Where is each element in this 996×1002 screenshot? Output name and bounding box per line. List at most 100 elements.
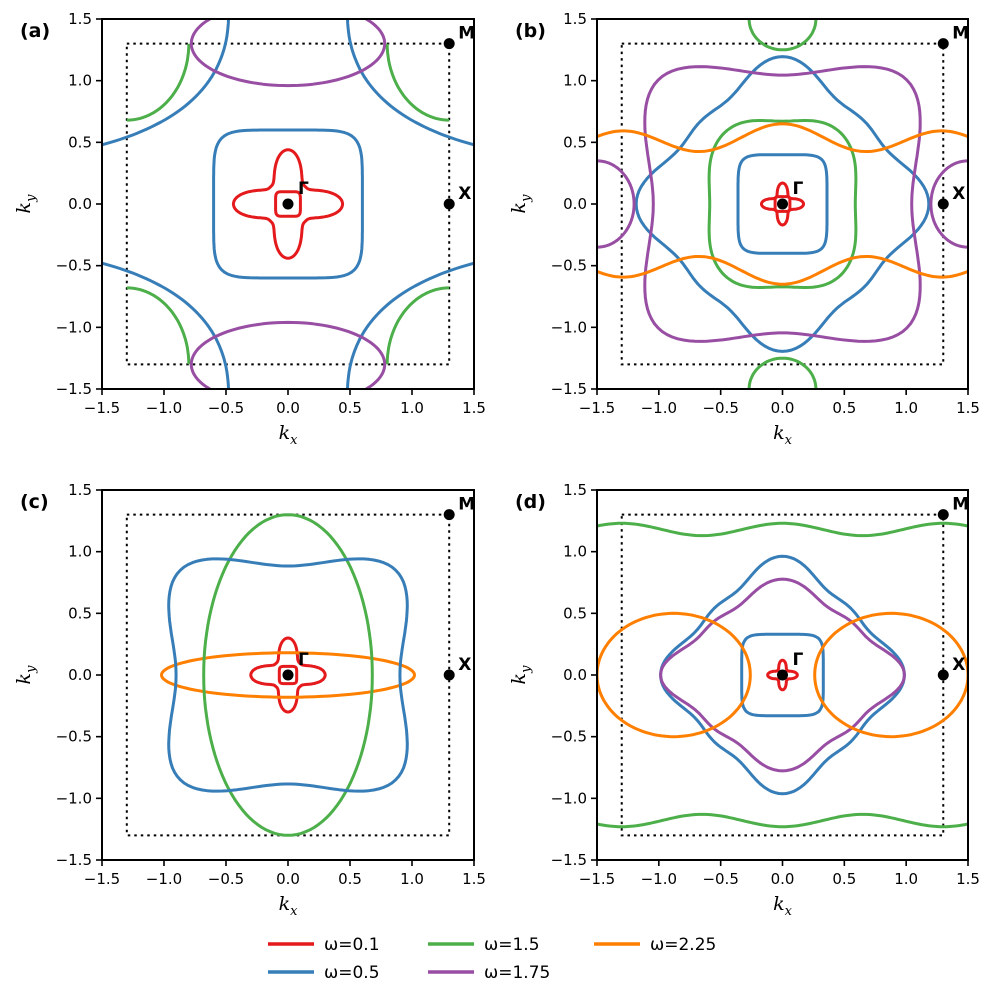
hsp-marker-m xyxy=(443,38,455,50)
legend-item-w0.1: ω=0.1 xyxy=(268,935,380,955)
y-tick-label: −0.5 xyxy=(551,728,587,746)
y-tick-label: 0.5 xyxy=(68,133,92,151)
curve-w0.5-open-line xyxy=(346,261,474,389)
panel-b: Γ X M −1.5−1.5 −1.0 −1.0 −0.5 −0.5 0.0 0.0 0.5 0.5 1… xyxy=(508,10,980,448)
legend-label: ω=1.75 xyxy=(484,963,550,983)
y-axis-label: ky xyxy=(508,194,534,214)
curve-w0.1-square xyxy=(277,664,299,686)
curve-w0.5-open-line xyxy=(102,19,230,147)
y-tick-label: 0.0 xyxy=(68,195,92,213)
curve-w0.1-star xyxy=(760,181,805,227)
x-tick-label: −0.5 xyxy=(702,399,738,417)
curve-w1.5-pocket xyxy=(126,43,191,122)
legend-label: ω=0.5 xyxy=(324,963,380,983)
curve-w0.1-star xyxy=(249,636,327,714)
x-tick-label: −1.0 xyxy=(146,399,182,417)
x-tick-label: −1.0 xyxy=(146,870,182,888)
hsp-label: M xyxy=(952,24,969,44)
y-tick-label: 0.5 xyxy=(563,604,587,622)
curve-w2.25-horizontal-wave xyxy=(597,122,968,153)
legend: ω=0.1 ω=0.5 ω=1.5 ω=1.75 ω=2.25 xyxy=(268,935,716,983)
x-tick-label: 0.5 xyxy=(832,399,856,417)
panel-a: Γ X M −1.5−1.5 −1.0 −1.0 −0.5 −0.5 0.0 0.0 0.5 0.5 1… xyxy=(13,10,486,448)
curve-w1.75-arc-side xyxy=(929,159,968,249)
curve-w2.25-horizontal-wave xyxy=(597,255,968,286)
x-axis-label: kx xyxy=(773,422,793,448)
x-tick-label: −1.0 xyxy=(641,870,677,888)
curve-w1.75-arc-side xyxy=(597,159,636,249)
y-tick-label: 1.0 xyxy=(563,72,587,90)
y-tick-label: −1.5 xyxy=(551,380,587,398)
curve-w1.5-rounded xyxy=(707,119,858,289)
x-tick-label: 0.0 xyxy=(771,870,795,888)
hsp-marker-gamma xyxy=(282,669,294,681)
hsp-label: Γ xyxy=(793,650,804,670)
curve-w0.5-open-line xyxy=(102,261,230,389)
legend-label: ω=2.25 xyxy=(650,935,716,955)
x-tick-label: 0.5 xyxy=(338,870,362,888)
y-tick-label: 1.5 xyxy=(563,10,587,28)
y-tick-label: −1.0 xyxy=(56,318,92,336)
hsp-marker-gamma xyxy=(282,198,294,210)
y-tick-label: −0.5 xyxy=(56,257,92,275)
y-axis-label: ky xyxy=(13,665,39,685)
x-tick-label: 1.0 xyxy=(894,399,918,417)
legend-label: ω=1.5 xyxy=(484,935,540,955)
curve-w0.5-diamond-round xyxy=(634,55,931,353)
hsp-marker-m xyxy=(937,509,949,521)
x-tick-label: −0.5 xyxy=(208,399,244,417)
y-tick-label: −1.0 xyxy=(551,318,587,336)
hsp-label: Γ xyxy=(298,650,309,670)
y-tick-label: −1.5 xyxy=(56,380,92,398)
y-tick-label: −1.0 xyxy=(56,789,92,807)
curve-w0.5-square xyxy=(740,632,825,718)
y-tick-label: −1.5 xyxy=(56,851,92,869)
hsp-label: X xyxy=(458,184,471,204)
x-tick-label: 0.5 xyxy=(832,870,856,888)
curve-w0.5-open-line xyxy=(346,19,474,147)
curve-w1.5-horizontal-wave xyxy=(597,812,968,829)
curve-w1.75-diamond-round xyxy=(659,577,906,773)
x-tick-label: −1.5 xyxy=(84,399,120,417)
curve-w1.75-squarish xyxy=(643,65,922,343)
curve-w1.5-pocket xyxy=(385,43,450,122)
x-tick-label: 0.0 xyxy=(276,399,300,417)
y-tick-label: −1.5 xyxy=(551,851,587,869)
x-tick-label: 0.0 xyxy=(276,870,300,888)
panel-label: (b) xyxy=(515,20,546,42)
hsp-marker-x xyxy=(937,198,949,210)
curve-w0.1-star xyxy=(231,148,345,260)
x-tick-label: −0.5 xyxy=(702,870,738,888)
legend-item-w2.25: ω=2.25 xyxy=(594,935,716,955)
x-axis-label: kx xyxy=(773,893,793,919)
y-tick-label: 1.0 xyxy=(68,543,92,561)
curve-w1.5-horizontal-wave xyxy=(597,521,968,538)
panel-c: Γ X M −1.5−1.5 −1.0 −1.0 −0.5 −0.5 0.0 0.0 0.5 0.5 1… xyxy=(13,481,486,919)
y-tick-label: 0.5 xyxy=(68,604,92,622)
x-tick-label: 1.5 xyxy=(462,870,486,888)
x-tick-label: −1.5 xyxy=(84,870,120,888)
hsp-label: Γ xyxy=(793,179,804,199)
legend-item-w0.5: ω=0.5 xyxy=(268,963,380,983)
curve-w1.75-ellipse xyxy=(189,19,387,88)
y-tick-label: 0.5 xyxy=(563,133,587,151)
curve-w0.5-square xyxy=(212,128,364,280)
x-tick-label: −0.5 xyxy=(208,870,244,888)
x-axis-label: kx xyxy=(279,422,299,448)
x-tick-label: 0.0 xyxy=(771,399,795,417)
y-tick-label: 1.5 xyxy=(68,481,92,499)
curve-w2.25-ellipse xyxy=(160,651,416,699)
panel-d: Γ X M −1.5−1.5 −1.0 −1.0 −0.5 −0.5 0.0 0.0 0.5 0.5 1… xyxy=(508,481,980,919)
y-tick-label: 1.5 xyxy=(563,481,587,499)
x-tick-label: 1.0 xyxy=(400,399,424,417)
y-tick-label: 1.0 xyxy=(68,72,92,90)
panels-layer: Γ XM−1.5−1.5−1.0−1.0−0.5−0.50.00.00.50.51… xyxy=(13,10,980,919)
panel-label: (d) xyxy=(515,491,546,513)
y-tick-label: −0.5 xyxy=(56,728,92,746)
x-axis-label: kx xyxy=(279,893,299,919)
y-axis-label: ky xyxy=(508,665,534,685)
hsp-label: X xyxy=(458,655,471,675)
curve-w1.5-ellipse xyxy=(202,513,374,837)
curve-w1.5-pocket xyxy=(385,286,450,365)
